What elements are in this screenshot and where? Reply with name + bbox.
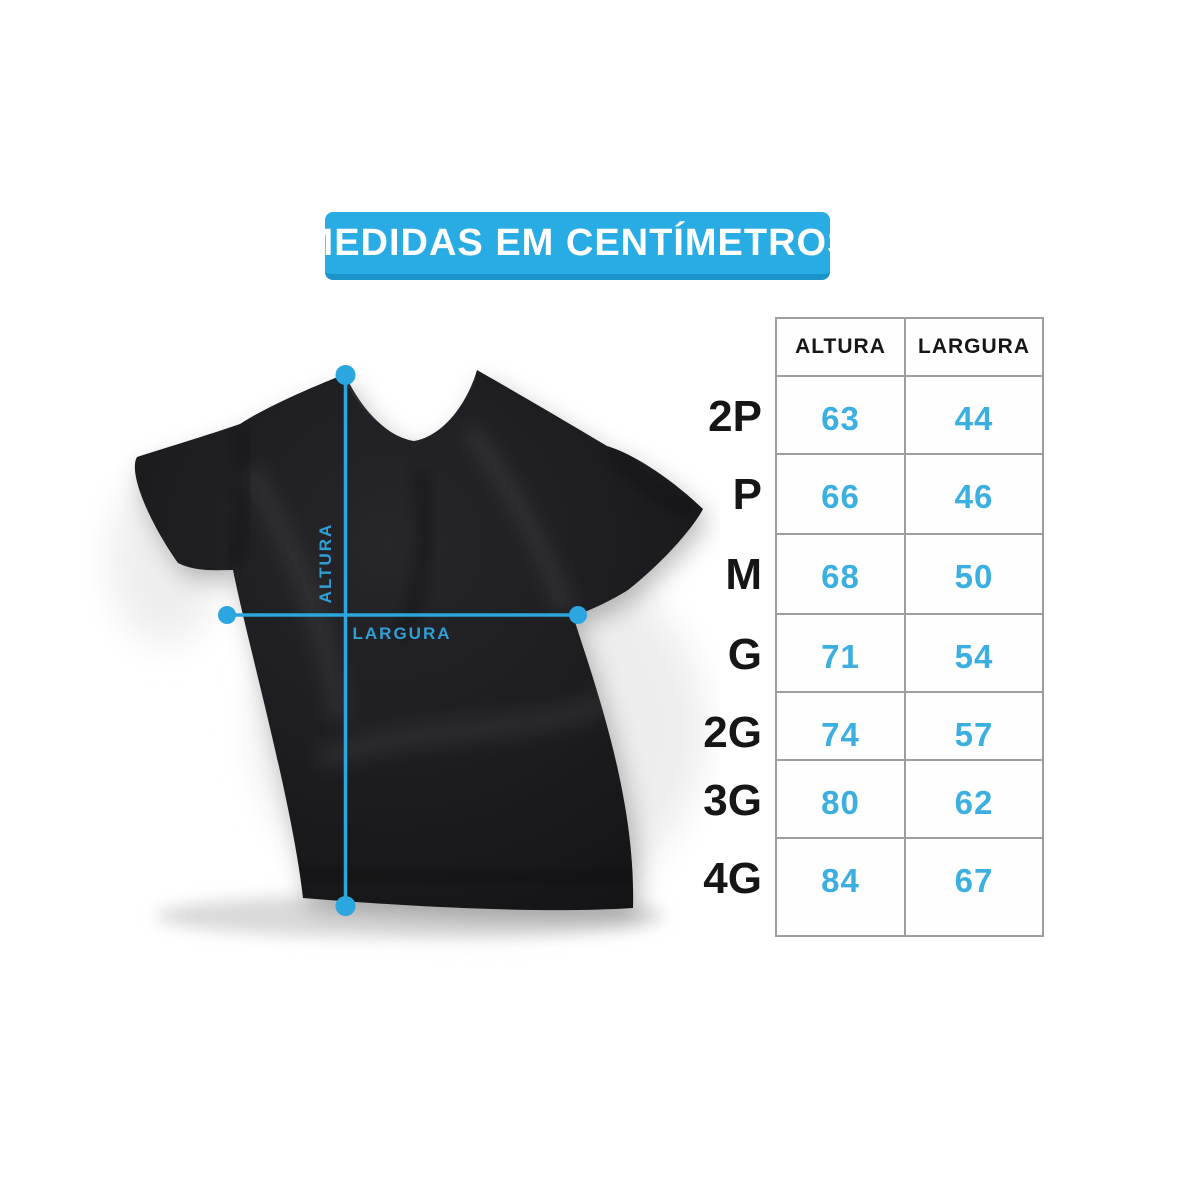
column-header-largura: LARGURA <box>904 317 1044 377</box>
largura-label: LARGURA <box>353 624 452 643</box>
table-row: 71 54 <box>775 613 1044 693</box>
size-label-m: M <box>725 550 762 599</box>
measure-endpoint-dot <box>569 606 587 624</box>
measure-endpoint-dot <box>335 896 356 916</box>
size-label-2p: 2P <box>708 392 762 441</box>
largura-value: 46 <box>954 478 994 515</box>
width-measure-line: LARGURA <box>218 606 587 643</box>
altura-value: 74 <box>821 716 860 753</box>
largura-value: 44 <box>954 400 994 437</box>
size-label-p: P <box>732 470 762 519</box>
title-banner: MEDIDAS EM CENTÍMETROS <box>302 212 852 280</box>
page-title: MEDIDAS EM CENTÍMETROS <box>301 221 854 264</box>
tshirt-photo: ALTURA LARGURA <box>110 365 705 938</box>
measurements-table: ALTURA LARGURA 63 44 66 46 68 50 71 54 7… <box>775 317 1044 937</box>
altura-value: 84 <box>821 862 860 899</box>
column-header-altura: ALTURA <box>775 317 906 377</box>
table-row: 74 57 <box>775 691 1044 761</box>
size-label-g: G <box>727 630 762 679</box>
largura-value: 57 <box>954 716 994 753</box>
size-label-3g: 3G <box>703 776 762 825</box>
height-measure-line: ALTURA <box>316 365 356 916</box>
altura-label: ALTURA <box>316 523 335 604</box>
table-row: 80 62 <box>775 759 1044 839</box>
altura-value: 80 <box>821 784 860 821</box>
measure-endpoint-dot <box>218 606 236 624</box>
tshirt-silhouette <box>134 370 704 911</box>
table-row: 68 50 <box>775 533 1044 615</box>
size-label-4g: 4G <box>703 854 762 903</box>
size-label-2g: 2G <box>703 708 762 757</box>
altura-value: 71 <box>821 638 860 675</box>
table-header-row: ALTURA LARGURA <box>775 317 1044 377</box>
table-row: 63 44 <box>775 375 1044 455</box>
largura-value: 50 <box>954 558 994 595</box>
altura-value: 63 <box>821 400 860 437</box>
largura-value: 62 <box>954 784 994 821</box>
size-row-labels: 2P P M G 2G 3G 4G <box>620 375 762 935</box>
largura-value: 54 <box>954 638 994 675</box>
measure-endpoint-dot <box>335 365 356 385</box>
largura-value: 67 <box>954 862 994 899</box>
altura-value: 66 <box>821 478 860 515</box>
table-row: 84 67 <box>775 837 1044 937</box>
altura-value: 68 <box>821 558 860 595</box>
table-row: 66 46 <box>775 453 1044 535</box>
